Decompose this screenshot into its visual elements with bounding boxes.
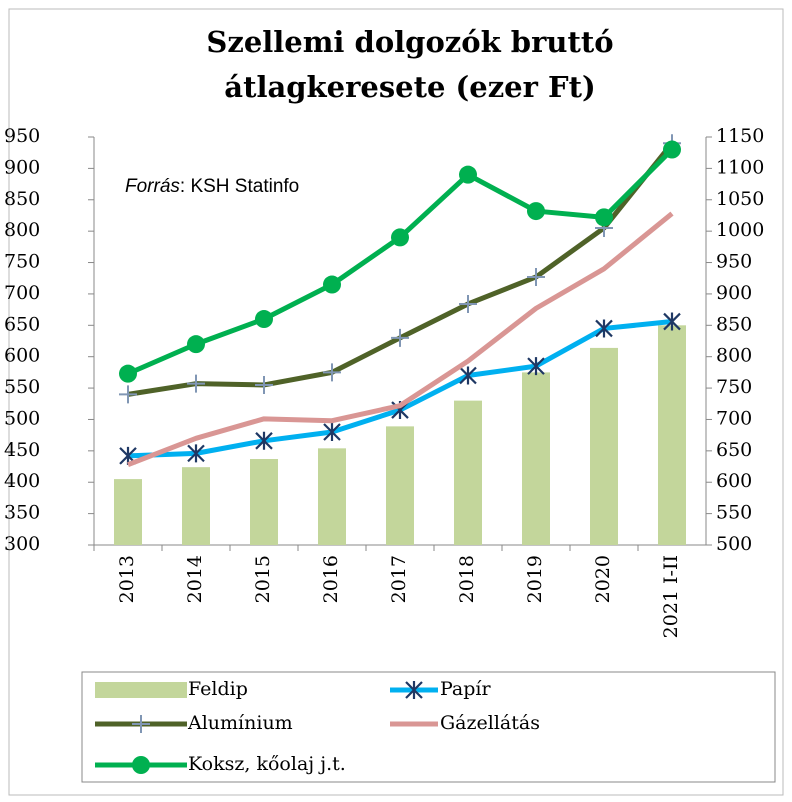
y2-tick-label: 600 bbox=[716, 470, 752, 492]
x-tick-label: 2020 bbox=[592, 555, 614, 603]
point bbox=[595, 319, 613, 338]
bar bbox=[114, 479, 142, 545]
chart-border bbox=[8, 8, 784, 796]
legend-swatch bbox=[95, 682, 187, 698]
y-tick-label: 650 bbox=[4, 313, 40, 335]
x-tick-label: 2018 bbox=[456, 555, 478, 603]
y-tick-label: 950 bbox=[4, 125, 40, 147]
x-tick-label: 2016 bbox=[320, 555, 342, 603]
point bbox=[663, 312, 681, 331]
legend-label: Alumínium bbox=[187, 712, 293, 734]
point bbox=[132, 756, 150, 774]
bar bbox=[182, 467, 210, 545]
chart-title: Szellemi dolgozók bruttó bbox=[206, 25, 613, 59]
point bbox=[663, 140, 681, 159]
point bbox=[187, 374, 205, 393]
y-tick-label: 850 bbox=[4, 188, 40, 210]
y2-tick-label: 850 bbox=[716, 313, 752, 335]
y-tick-label: 350 bbox=[4, 502, 40, 524]
y2-tick-label: 700 bbox=[716, 407, 752, 429]
y-tick-label: 550 bbox=[4, 376, 40, 398]
y2-tick-label: 500 bbox=[716, 533, 752, 555]
y-tick-label: 900 bbox=[4, 156, 40, 178]
legend-item: Feldip bbox=[95, 678, 248, 700]
x-tick-label: 2017 bbox=[388, 555, 410, 603]
legend-label: Koksz, kőolaj j.t. bbox=[188, 753, 346, 775]
y-tick-label: 500 bbox=[4, 407, 40, 429]
y-tick-label: 300 bbox=[4, 533, 40, 555]
x-tick-label: 2013 bbox=[116, 555, 138, 603]
y2-tick-label: 1050 bbox=[716, 188, 764, 210]
point bbox=[119, 385, 137, 404]
y2-tick-label: 1100 bbox=[716, 156, 764, 178]
legend-item: Koksz, kőolaj j.t. bbox=[95, 753, 346, 775]
point bbox=[405, 681, 423, 699]
y2-tick-label: 900 bbox=[716, 282, 752, 304]
annotation-text: : KSH Statinfo bbox=[180, 176, 299, 197]
point bbox=[527, 357, 545, 376]
y2-tick-label: 650 bbox=[716, 439, 752, 461]
y-tick-label: 400 bbox=[4, 470, 40, 492]
point bbox=[119, 364, 137, 383]
point bbox=[255, 375, 273, 394]
point bbox=[527, 202, 545, 221]
annotation-source: Forrás bbox=[125, 176, 180, 197]
legend-item: Alumínium bbox=[95, 712, 293, 734]
legend-label: Feldip bbox=[188, 678, 248, 700]
legend-item: Gázellátás bbox=[390, 712, 540, 734]
legend-box bbox=[81, 671, 776, 783]
bar bbox=[658, 325, 686, 545]
point bbox=[255, 431, 273, 450]
bar bbox=[250, 459, 278, 545]
y-tick-label: 450 bbox=[4, 439, 40, 461]
point bbox=[323, 275, 341, 294]
legend-label: Gázellátás bbox=[440, 712, 540, 734]
point bbox=[527, 267, 545, 286]
y-tick-label: 800 bbox=[4, 219, 40, 241]
x-tick-label: 2021 I-II bbox=[660, 555, 682, 638]
legend-item: Papír bbox=[390, 678, 491, 700]
y-tick-label: 700 bbox=[4, 282, 40, 304]
point bbox=[459, 366, 477, 385]
point bbox=[255, 310, 273, 329]
y2-tick-label: 1150 bbox=[716, 125, 764, 147]
chart-title: átlagkeresete (ezer Ft) bbox=[224, 70, 595, 104]
bar bbox=[454, 400, 482, 545]
point bbox=[323, 423, 341, 442]
point bbox=[459, 294, 477, 313]
point bbox=[391, 328, 409, 347]
y-tick-label: 600 bbox=[4, 345, 40, 367]
series-line bbox=[127, 211, 674, 467]
bar bbox=[590, 347, 618, 545]
point bbox=[323, 363, 341, 382]
point bbox=[187, 444, 205, 463]
point bbox=[132, 715, 150, 733]
bar bbox=[318, 448, 346, 545]
legend-label: Papír bbox=[440, 678, 491, 700]
point bbox=[187, 335, 205, 354]
point bbox=[391, 228, 409, 247]
y2-tick-label: 950 bbox=[716, 251, 752, 273]
annotation: Forrás: KSH Statinfo bbox=[125, 176, 299, 197]
x-tick-label: 2015 bbox=[252, 555, 274, 603]
y-tick-label: 750 bbox=[4, 251, 40, 273]
bar bbox=[522, 372, 550, 545]
point bbox=[459, 165, 477, 184]
x-tick-label: 2014 bbox=[184, 555, 206, 603]
bar bbox=[386, 426, 414, 545]
x-tick-label: 2019 bbox=[524, 555, 546, 603]
y2-tick-label: 750 bbox=[716, 376, 752, 398]
point bbox=[595, 208, 613, 227]
y2-tick-label: 800 bbox=[716, 345, 752, 367]
y2-tick-label: 550 bbox=[716, 502, 752, 524]
y2-tick-label: 1000 bbox=[716, 219, 764, 241]
